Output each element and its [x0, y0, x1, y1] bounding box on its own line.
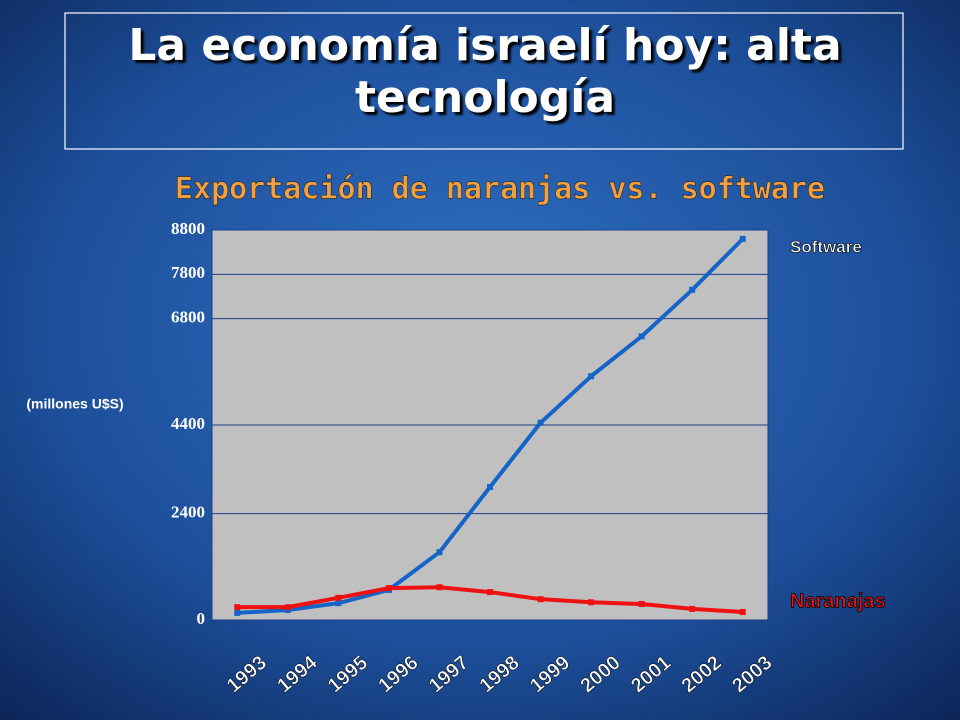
point-marker	[234, 604, 241, 611]
point-marker	[588, 373, 595, 380]
point-marker	[588, 599, 595, 606]
point-marker	[284, 604, 291, 611]
chart-title: La economía israelí hoy: alta tecnología	[128, 20, 842, 123]
point-marker	[487, 589, 493, 596]
point-marker	[739, 609, 746, 616]
series-label: Software	[790, 237, 862, 256]
series-label: Naranajas	[790, 590, 886, 612]
y-tick-label: 7800	[171, 263, 205, 282]
plot-border	[211, 229, 769, 621]
point-marker	[436, 549, 443, 556]
point-marker	[689, 286, 696, 293]
y-tick-label: 0	[197, 609, 206, 628]
point-marker	[335, 600, 342, 607]
chart-subtitle: Exportación de naranjas vs. software	[175, 172, 825, 207]
y-tick-label: 4400	[171, 414, 205, 433]
point-marker	[739, 235, 746, 242]
point-marker	[638, 601, 645, 608]
point-marker	[234, 609, 241, 616]
y-tick-label: 2400	[171, 503, 205, 522]
point-marker	[537, 596, 544, 603]
y-axis-label: (millones U$S)	[26, 396, 123, 412]
point-marker	[335, 594, 342, 601]
point-marker	[537, 419, 544, 426]
point-marker	[436, 584, 443, 591]
point-marker	[385, 585, 392, 592]
point-marker	[487, 484, 493, 491]
title-box	[64, 12, 904, 150]
point-marker	[689, 605, 696, 612]
point-marker	[638, 333, 645, 340]
y-tick-label: 6800	[171, 308, 205, 327]
y-tick-label: 8800	[171, 219, 205, 238]
title-wrap: La economía israelí hoy: alta tecnología	[128, 20, 842, 123]
